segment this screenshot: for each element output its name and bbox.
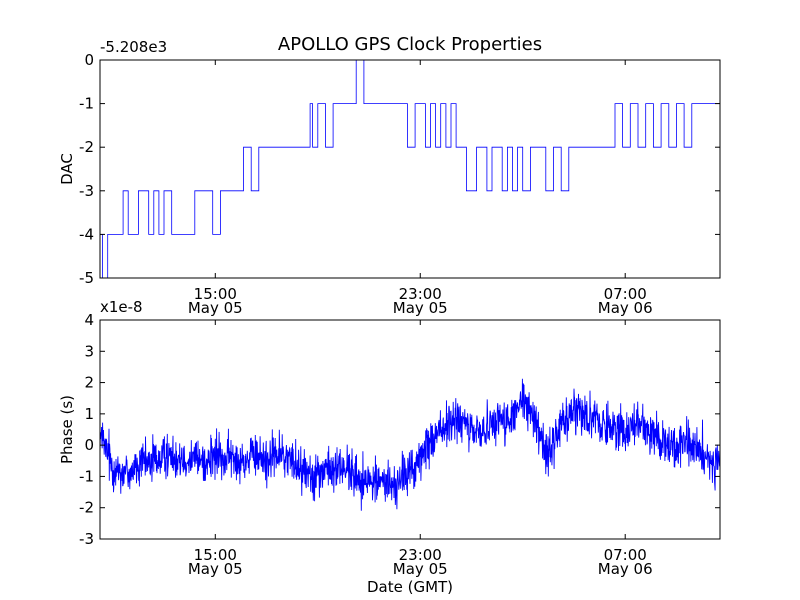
dac-y-tick-label: -2 (79, 138, 94, 156)
dac-x-tick-date: May 06 (598, 299, 653, 317)
phase-y-axis-label: Phase (s) (58, 395, 76, 464)
dac-y-tick-label: -4 (79, 225, 94, 243)
dac-y-tick-label: 0 (84, 51, 94, 69)
dac-x-tick-date: May 05 (393, 299, 448, 317)
phase-y-tick-label: 0 (84, 436, 94, 454)
dac-series-layer (100, 60, 720, 278)
x-axis-label: Date (GMT) (367, 578, 453, 596)
phase-series-line (100, 378, 720, 511)
phase-offset-label: x1e-8 (100, 298, 143, 316)
phase-y-tick-label: 2 (84, 374, 94, 392)
dac-y-tick-label: -5 (79, 269, 94, 287)
phase-x-tick-time: 23:00 (399, 546, 442, 564)
dac-y-axis-label: DAC (58, 153, 76, 185)
dac-offset-label: -5.208e3 (100, 38, 167, 56)
phase-y-tick-label: 4 (84, 311, 94, 329)
dac-x-tick-time: 23:00 (399, 285, 442, 303)
phase-x-tick-date: May 05 (393, 560, 448, 578)
dac-y-tick-label: -3 (79, 182, 94, 200)
dac-x-tick-time: 15:00 (194, 285, 237, 303)
phase-x-tick-time: 07:00 (604, 546, 647, 564)
figure-title: APOLLO GPS Clock Properties (278, 34, 542, 55)
phase-x-tick-date: May 05 (188, 560, 243, 578)
phase-axes-frame (99, 319, 721, 540)
dac-x-tick-date: May 05 (188, 299, 243, 317)
phase-y-tick-label: 1 (84, 405, 94, 423)
dac-y-tick-label: -1 (79, 95, 94, 113)
phase-x-tick-date: May 06 (598, 560, 653, 578)
phase-x-tick-time: 15:00 (194, 546, 237, 564)
dac-series-line (100, 60, 720, 278)
phase-y-tick-label: -3 (79, 530, 94, 548)
dac-x-tick-time: 07:00 (604, 285, 647, 303)
phase-y-tick-label: -2 (79, 499, 94, 517)
dac-axes-frame (99, 59, 721, 279)
phase-y-tick-label: 3 (84, 342, 94, 360)
phase-series-layer (100, 378, 720, 511)
phase-y-tick-label: -1 (79, 467, 94, 485)
